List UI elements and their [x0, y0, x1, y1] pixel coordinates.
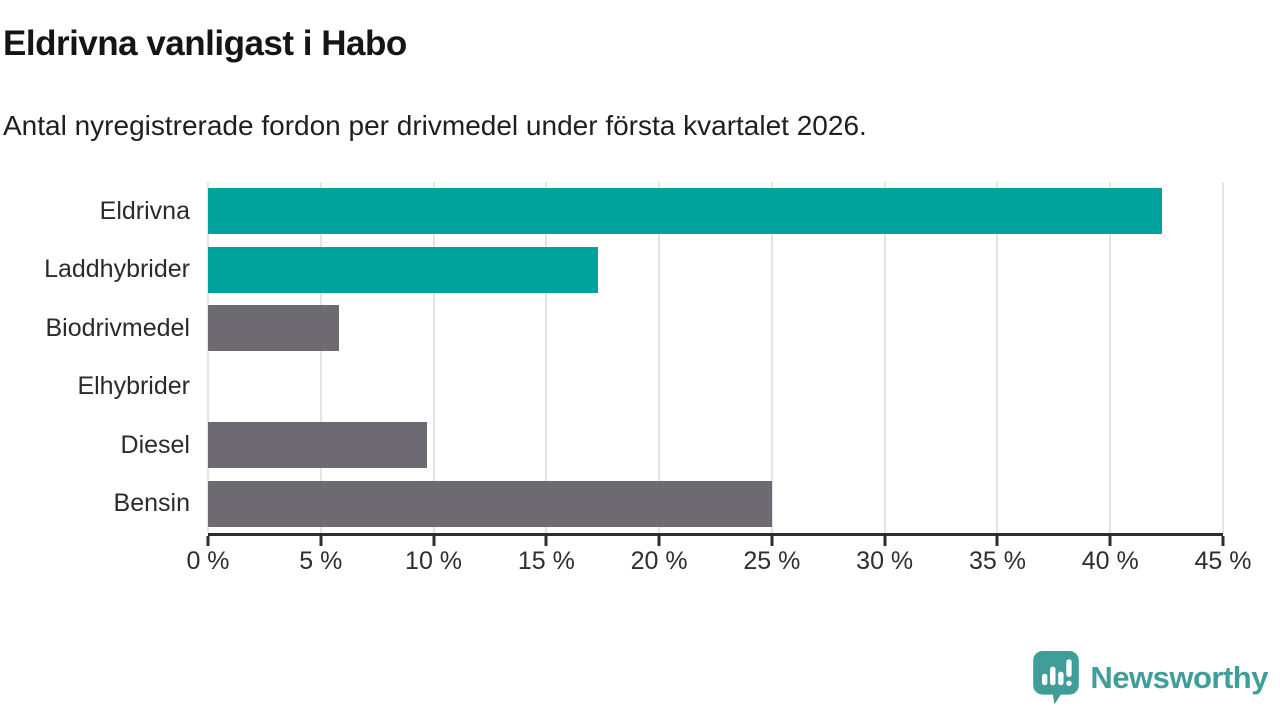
axis-tick: [770, 536, 774, 546]
axis-tick: [657, 536, 661, 546]
bar-row: [208, 182, 1223, 241]
axis-tick-label: 20 %: [630, 547, 688, 575]
category-label: Laddhybrider: [44, 255, 190, 284]
gridline: [319, 182, 322, 533]
newsworthy-logo: Newsworthy: [1031, 650, 1268, 706]
bar-biodrivmedel: [208, 305, 339, 352]
axis-tick: [1221, 536, 1225, 546]
axis-tick: [319, 536, 323, 546]
gridline: [545, 182, 548, 533]
x-axis-tick-labels: 0 % 5 % 10 % 15 % 20 % 25 % 30 % 35 % 40 % 45 %: [186, 545, 1251, 579]
chart-subtitle: Antal nyregistrerade fordon per drivmede…: [3, 110, 867, 141]
axis-tick-label: 15 %: [517, 547, 575, 575]
gridline: [770, 182, 773, 533]
bar-bensin: [208, 480, 772, 527]
gridline: [207, 182, 209, 533]
axis-tick-label: 40 %: [1081, 547, 1139, 575]
bar-diesel: [208, 422, 427, 469]
axis-tick-label: 30 %: [856, 547, 914, 575]
axis-tick-label: 25 %: [743, 547, 801, 575]
gridline: [1222, 182, 1224, 533]
axis-tick-label: 0 %: [186, 547, 230, 575]
newsworthy-logo-icon: [1033, 651, 1080, 705]
gridline: [1109, 182, 1112, 533]
category-label: Bensin: [113, 489, 190, 518]
category-label: Diesel: [120, 430, 190, 459]
axis-tick: [432, 536, 436, 546]
axis-tick-label: 5 %: [299, 547, 343, 575]
axis-tick: [995, 536, 999, 546]
axis-tick: [206, 536, 210, 546]
gridline: [996, 182, 999, 533]
axis-tick: [544, 536, 548, 546]
gridline: [883, 182, 886, 533]
category-label: Elhybrider: [77, 372, 190, 401]
axis-tick-label: 45 %: [1194, 547, 1252, 575]
axis-tick: [883, 536, 887, 546]
category-label: Eldrivna: [99, 196, 190, 225]
category-label: Biodrivmedel: [45, 313, 190, 342]
gridline: [432, 182, 435, 533]
gridline: [658, 182, 661, 533]
bar-laddhybrider: [208, 246, 599, 293]
bar-eldrivna: [208, 188, 1163, 235]
bar-row: [208, 358, 1223, 417]
axis-tick-label: 35 %: [968, 547, 1026, 575]
plot-area: [207, 182, 1224, 534]
bar-row: [208, 475, 1223, 534]
chart-title: Eldrivna vanligast i Habo: [3, 24, 407, 63]
bar-chart: Eldrivna Laddhybrider Biodrivmedel Elhybrid…: [0, 182, 1251, 579]
bar-row: [208, 416, 1223, 475]
bar-row: [208, 241, 1223, 300]
category-axis: Eldrivna Laddhybrider Biodrivmedel Elhybrid…: [0, 182, 208, 533]
newsworthy-logo-text: Newsworthy: [1090, 660, 1268, 695]
x-axis-line: [206, 533, 1225, 546]
bar-row: [208, 299, 1223, 358]
axis-tick: [1108, 536, 1112, 546]
axis-tick-label: 10 %: [405, 547, 463, 575]
